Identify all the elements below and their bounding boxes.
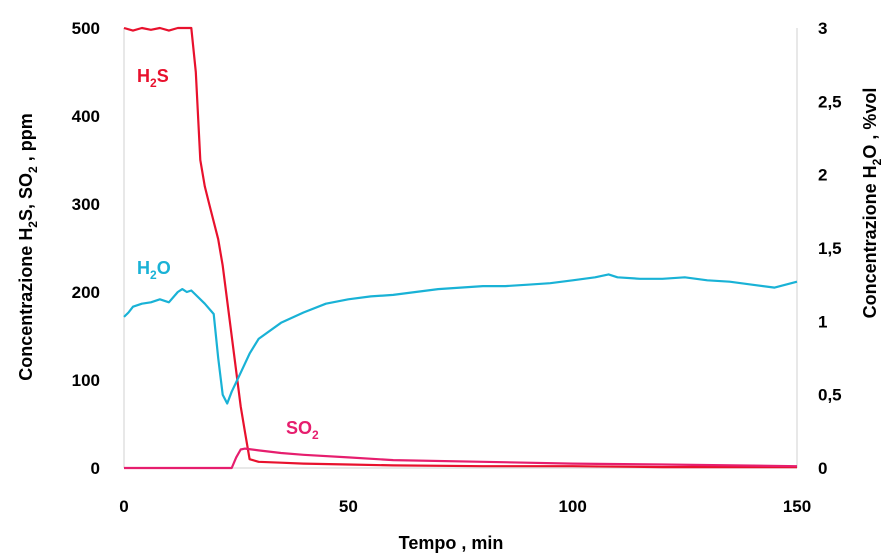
right-y-tick-label: 0 bbox=[818, 459, 827, 478]
right-y-tick-label: 0,5 bbox=[818, 386, 842, 405]
left-y-tick-label: 300 bbox=[72, 195, 100, 214]
left-y-tick-label: 500 bbox=[72, 19, 100, 38]
x-tick-label: 150 bbox=[783, 497, 811, 516]
x-axis-title: Tempo , min bbox=[399, 533, 504, 553]
x-tick-label: 100 bbox=[558, 497, 586, 516]
right-y-tick-label: 2 bbox=[818, 166, 827, 185]
right-y-tick-label: 1,5 bbox=[818, 239, 842, 258]
x-tick-label: 0 bbox=[119, 497, 128, 516]
so2-series-line bbox=[124, 447, 798, 470]
right-y-tick-labels: 0 0,5 1 1,5 2 2,5 3 bbox=[818, 19, 842, 478]
left-y-tick-label: 200 bbox=[72, 283, 100, 302]
h2o-series-line bbox=[123, 273, 798, 405]
left-y-tick-label: 400 bbox=[72, 107, 100, 126]
left-y-tick-labels: 0 100 200 300 400 500 bbox=[72, 19, 100, 478]
h2s-series-line bbox=[123, 26, 797, 469]
right-y-tick-label: 3 bbox=[818, 19, 827, 38]
left-y-tick-label: 0 bbox=[91, 459, 100, 478]
left-y-tick-label: 100 bbox=[72, 371, 100, 390]
series-lines bbox=[123, 26, 798, 470]
left-y-axis-title: Concentrazione H2S, SO2 , ppm bbox=[16, 113, 40, 380]
right-y-tick-label: 1 bbox=[818, 312, 827, 331]
x-tick-label: 50 bbox=[339, 497, 358, 516]
right-y-axis-title: Concentrazione H2O , %vol bbox=[860, 88, 884, 319]
axes bbox=[123, 28, 798, 469]
x-tick-labels: 0 50 100 150 bbox=[119, 497, 811, 516]
h2o-series-label: H2O bbox=[137, 258, 171, 282]
so2-series-label: SO2 bbox=[286, 418, 319, 442]
h2s-series-label: H2S bbox=[137, 66, 169, 90]
right-y-tick-label: 2,5 bbox=[818, 92, 842, 111]
